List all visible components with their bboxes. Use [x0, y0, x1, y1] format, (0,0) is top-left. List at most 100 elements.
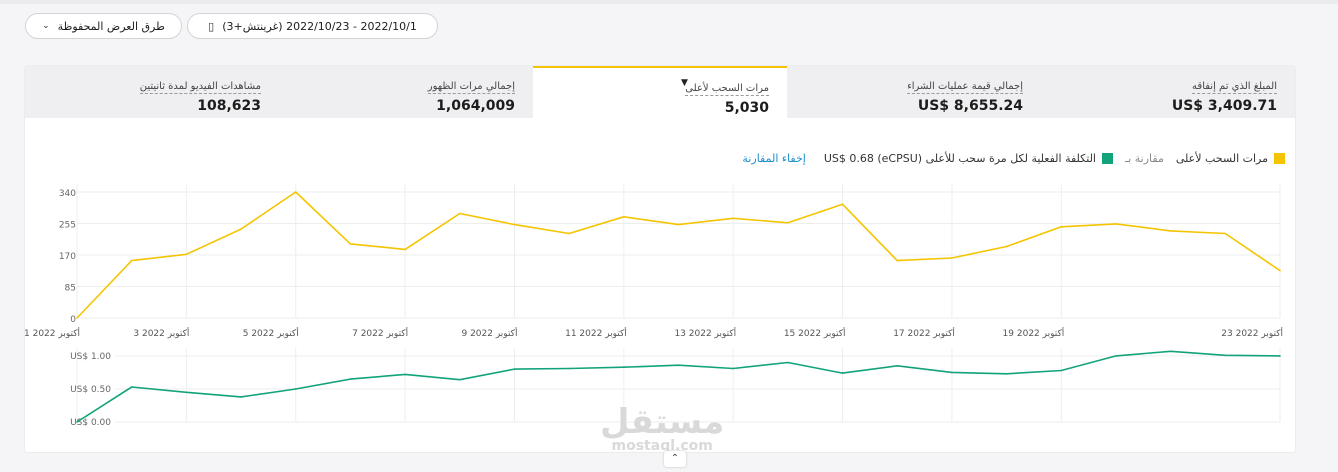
- data-point: [1115, 355, 1117, 357]
- x-tick-label: 5 أكتوبر 2022: [243, 327, 299, 339]
- x-tick-label: 3 أكتوبر 2022: [133, 327, 189, 339]
- y-tick-label: 340: [59, 189, 76, 199]
- tab-value: 1,064,009: [436, 98, 515, 114]
- data-point: [1279, 269, 1281, 272]
- data-point: [841, 372, 844, 374]
- data-point: [1224, 354, 1227, 357]
- data-point: [568, 367, 570, 370]
- x-tick-label: 11 أكتوبر 2022: [565, 327, 627, 339]
- y-tick-label: US$ 1.00: [70, 352, 111, 362]
- date-range-label: 2022/10/1 - 2022/10/23 (غرينتش+3): [222, 19, 417, 33]
- y-tick-label: US$ 0.00: [70, 418, 111, 428]
- data-point: [677, 364, 680, 366]
- data-point: [240, 396, 242, 398]
- tab-value: US$ 8,655.24: [917, 98, 1023, 114]
- data-point: [513, 223, 516, 226]
- x-tick-label: 23 أكتوبر 2022: [1221, 327, 1283, 339]
- collapse-handle[interactable]: ⌃: [664, 451, 686, 467]
- tab-swipe-ups[interactable]: مرات السحب لأعلى ▼ 5,030: [533, 66, 787, 118]
- tab-label: المبلغ الذي تم إنفاقه: [1192, 81, 1277, 94]
- data-point: [1005, 245, 1008, 248]
- data-point: [896, 259, 899, 262]
- data-point: [404, 248, 406, 251]
- chevron-up-icon: ⌃: [670, 453, 680, 464]
- x-tick-label: 17 أكتوبر 2022: [893, 327, 955, 339]
- x-tick-label: 19 أكتوبر 2022: [1003, 327, 1065, 339]
- y-tick-label: 255: [59, 221, 76, 231]
- date-range-picker[interactable]: 2022/10/1 - 2022/10/23 (غرينتش+3) ▯: [187, 13, 438, 39]
- metric-tabs: مشاهدات الفيديو لمدة ثانيتين 108,623 إجم…: [25, 66, 1295, 118]
- data-point: [404, 373, 406, 376]
- data-point: [951, 371, 953, 374]
- watermark-latin: mostaql.com: [611, 438, 713, 454]
- y-tick-label: 85: [65, 284, 76, 294]
- data-point: [130, 386, 133, 388]
- y-tick-label: 0: [70, 315, 76, 325]
- tab-purchase-value[interactable]: إجمالي قيمة عمليات الشراء US$ 8,655.24: [787, 66, 1041, 118]
- chevron-down-icon: ⌄: [42, 21, 50, 31]
- legend-swatch-primary: [1274, 153, 1285, 164]
- tab-label: إجمالي قيمة عمليات الشراء: [907, 81, 1023, 94]
- data-point: [787, 221, 789, 224]
- data-point: [240, 228, 242, 230]
- watermark-arabic: مستقل: [600, 402, 725, 442]
- data-point: [1115, 223, 1117, 225]
- data-point: [787, 361, 789, 364]
- chart-legend: مرات السحب لأعلى مقارنة بـ التكلفة الفعل…: [742, 152, 1285, 165]
- calendar-icon: ▯: [208, 19, 215, 33]
- caret-down-icon[interactable]: ▼: [681, 78, 688, 88]
- hide-comparison-link[interactable]: إخفاء المقارنة: [742, 152, 806, 165]
- data-point: [130, 259, 133, 262]
- data-point: [677, 223, 680, 226]
- data-point: [1005, 372, 1008, 375]
- metrics-card: مشاهدات الفيديو لمدة ثانيتين 108,623 إجم…: [25, 66, 1295, 452]
- data-point: [568, 232, 570, 235]
- data-point: [1060, 226, 1063, 228]
- tab-amount-spent[interactable]: المبلغ الذي تم إنفاقه US$ 3,409.71: [1041, 66, 1295, 118]
- data-point: [513, 368, 516, 370]
- data-point: [1279, 355, 1281, 357]
- data-point: [76, 317, 78, 319]
- data-point: [185, 391, 188, 394]
- y-tick-label: US$ 0.50: [70, 385, 111, 395]
- x-tick-label: 13 أكتوبر 2022: [674, 327, 736, 339]
- x-tick-label: 15 أكتوبر 2022: [784, 327, 846, 339]
- data-point: [1224, 232, 1227, 235]
- data-point: [896, 365, 899, 367]
- data-point: [185, 253, 188, 256]
- y-tick-label: 170: [59, 252, 76, 262]
- tab-impressions[interactable]: إجمالي مرات الظهور 1,064,009: [279, 66, 533, 118]
- data-point: [732, 217, 734, 220]
- tab-video-views[interactable]: مشاهدات الفيديو لمدة ثانيتين 108,623: [25, 66, 279, 118]
- data-point: [294, 191, 297, 193]
- data-point: [732, 367, 734, 370]
- data-point: [1169, 350, 1172, 353]
- data-point: [623, 366, 625, 368]
- x-tick-label: 9 أكتوبر 2022: [461, 327, 517, 339]
- data-point: [349, 243, 352, 245]
- top-strip: [0, 0, 1338, 4]
- data-point: [294, 388, 297, 390]
- charts-svg: 0 85 170 255 340 1 أكتوبر 2022 3 أكتوبر 2022 5 …: [25, 184, 1283, 428]
- tab-label: مرات السحب لأعلى: [685, 83, 769, 96]
- legend-swatch-secondary: [1101, 153, 1113, 164]
- saved-views-dropdown[interactable]: ⌄ طرق العرض المحفوظة: [25, 13, 182, 39]
- tab-label: مشاهدات الفيديو لمدة ثانيتين: [139, 81, 261, 94]
- tab-value: 108,623: [197, 98, 261, 114]
- legend-secondary-label[interactable]: التكلفة الفعلية لكل مرة سحب للأعلى (eCPS…: [823, 152, 1096, 165]
- x-tick-label: 1 أكتوبر 2022: [25, 327, 80, 339]
- saved-views-label: طرق العرض المحفوظة: [57, 19, 165, 33]
- data-point: [623, 216, 625, 218]
- legend-primary-label: مرات السحب لأعلى: [1175, 152, 1268, 165]
- data-point: [458, 378, 461, 381]
- data-point: [349, 378, 352, 380]
- tab-label: إجمالي مرات الظهور: [427, 81, 515, 94]
- data-point: [458, 212, 461, 215]
- data-point: [951, 257, 953, 259]
- x-tick-label: 7 أكتوبر 2022: [352, 327, 408, 339]
- data-point: [841, 203, 844, 206]
- legend-compare-prefix: مقارنة بـ: [1124, 152, 1164, 165]
- watermark: مستقل mostaql.com: [600, 405, 724, 453]
- data-point: [1169, 230, 1172, 232]
- data-point: [76, 421, 78, 423]
